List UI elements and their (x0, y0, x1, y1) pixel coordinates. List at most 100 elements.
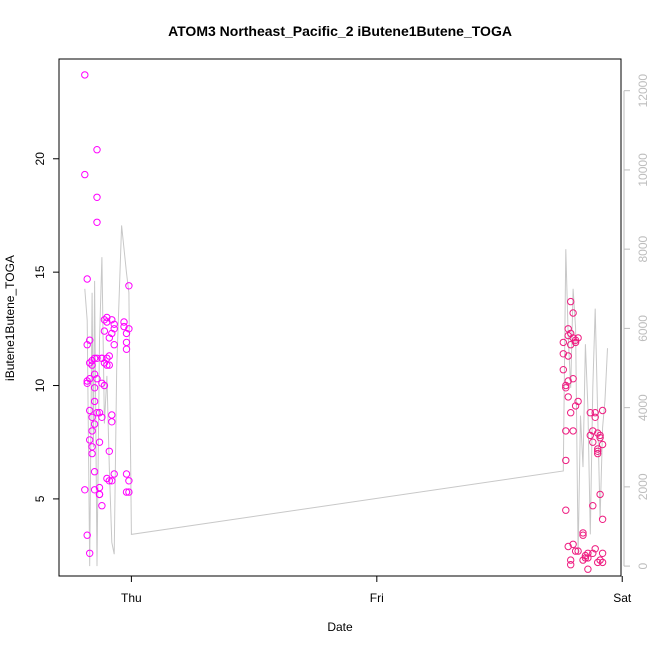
data-point (564, 542, 572, 551)
data-point (596, 431, 604, 440)
data-point (90, 384, 99, 392)
y2-tick-label: 8000 (636, 235, 650, 262)
data-point (100, 381, 109, 390)
data-point (571, 547, 580, 555)
data-point (574, 547, 582, 555)
data-point (591, 409, 599, 417)
data-point (589, 438, 597, 446)
y-axis-label: iButene1Butene_TOGA (3, 255, 17, 381)
data-point (581, 551, 590, 560)
data-point (574, 397, 582, 406)
y-tick-label: 5 (33, 495, 47, 502)
data-point (108, 411, 116, 419)
data-point (81, 486, 89, 494)
data-point (90, 370, 99, 378)
data-point (564, 393, 572, 401)
y2-tick-label: 4000 (636, 394, 650, 421)
data-point (559, 338, 567, 347)
data-point (594, 449, 602, 458)
data-point (594, 558, 602, 567)
data-point (110, 325, 118, 333)
data-point (122, 338, 131, 347)
data-point (95, 438, 104, 446)
data-point (574, 334, 582, 342)
data-point (120, 318, 128, 326)
data-point (108, 418, 116, 426)
data-point (596, 556, 604, 564)
data-point (110, 470, 118, 478)
data-point (103, 361, 111, 369)
data-point (93, 354, 101, 362)
data-point (88, 427, 96, 435)
data-point (88, 361, 96, 369)
x-tick-label: Fri (370, 591, 384, 605)
data-point (125, 488, 133, 496)
data-point (98, 413, 106, 421)
data-point (90, 486, 99, 494)
data-point (86, 336, 94, 344)
data-point (105, 352, 114, 360)
data-point (567, 297, 575, 306)
data-point (567, 409, 575, 417)
data-point (88, 413, 96, 421)
data-point (93, 409, 101, 417)
y2-tick-label: 2000 (636, 473, 650, 500)
data-point (562, 427, 570, 435)
data-point (562, 506, 570, 514)
data-point (569, 540, 577, 548)
data-point (95, 490, 104, 499)
data-point (122, 488, 131, 496)
data-point (90, 397, 99, 406)
data-point (564, 352, 572, 360)
data-point (88, 449, 96, 458)
data-point (98, 502, 106, 510)
data-point (598, 549, 607, 557)
data-point (83, 377, 91, 385)
data-point (90, 468, 99, 476)
data-point (86, 359, 94, 367)
series-line-0 (84, 225, 608, 567)
data-point (93, 375, 101, 383)
data-point (584, 554, 592, 562)
data-point (93, 146, 101, 154)
data-point (103, 318, 111, 326)
data-point (86, 406, 94, 415)
data-point (567, 556, 575, 564)
data-point (90, 354, 99, 362)
data-point (88, 443, 96, 451)
y2-tick-label: 12000 (636, 74, 650, 108)
data-point (569, 309, 577, 317)
y2-tick-label: 6000 (636, 315, 650, 342)
y-tick-label: 20 (33, 152, 47, 166)
data-point (90, 420, 99, 428)
data-point (86, 549, 94, 557)
data-point (598, 406, 607, 415)
y2-tick-label: 0 (636, 562, 650, 569)
data-point (591, 545, 599, 553)
data-point (579, 556, 587, 564)
data-point (108, 477, 116, 485)
data-point (86, 375, 94, 383)
data-point (93, 193, 101, 202)
data-point (586, 409, 594, 417)
y-axis-left: 5 10 15 20 (33, 152, 59, 502)
data-point (571, 336, 580, 344)
data-point (105, 361, 114, 369)
data-point (95, 409, 104, 417)
data-point (562, 381, 570, 390)
data-point (567, 329, 575, 338)
data-point (110, 341, 118, 349)
y-axis-right: 0 2000 4000 6000 8000 10000 12000 (623, 74, 650, 569)
data-point (125, 282, 133, 290)
data-point (98, 379, 106, 387)
data-point (81, 71, 89, 79)
x-tick-label: Thu (121, 591, 142, 605)
data-point (569, 427, 577, 435)
plot-frame (58, 58, 622, 577)
data-point (122, 470, 131, 478)
y-tick-label: 15 (33, 265, 47, 279)
data-point (596, 490, 604, 499)
data-point (120, 322, 128, 331)
data-point (589, 427, 597, 435)
